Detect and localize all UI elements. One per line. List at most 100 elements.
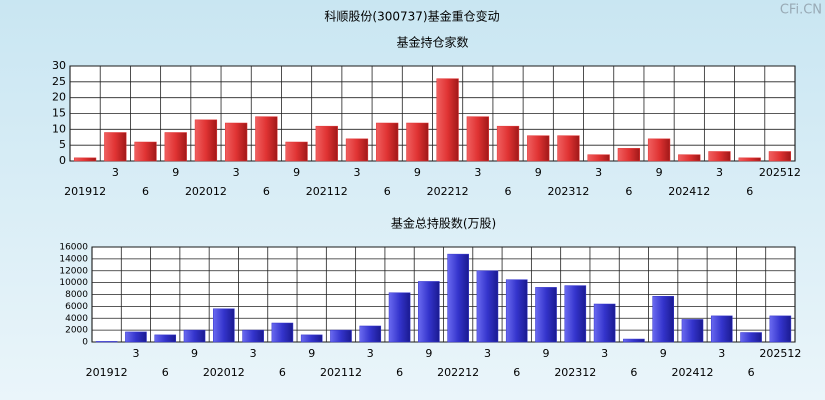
y-tick-label: 0 (59, 154, 66, 167)
bar (617, 148, 640, 162)
y-tick-label: 30 (52, 59, 66, 72)
x-tick-label: 3 (112, 166, 119, 179)
bar (104, 132, 127, 162)
x-tick-label: 202012 (203, 366, 245, 379)
bar (476, 270, 499, 343)
y-tick-label: 8000 (65, 290, 88, 300)
bar (225, 122, 248, 162)
bar (535, 287, 557, 343)
x-tick-label: 6 (263, 185, 270, 198)
bar (708, 151, 731, 162)
bar (300, 334, 323, 343)
x-tick-label: 6 (279, 366, 286, 379)
bar (564, 285, 587, 343)
x-tick-label: 202312 (547, 185, 589, 198)
x-tick-label: 9 (535, 166, 542, 179)
page-title: 科顺股份(300737)基金重仓变动 (324, 9, 499, 24)
bar (768, 151, 792, 162)
bar (164, 132, 187, 162)
bar (345, 138, 369, 162)
bar (194, 119, 218, 162)
x-tick-label: 6 (746, 185, 753, 198)
x-tick-label: 201912 (64, 185, 106, 198)
x-tick-label: 9 (308, 347, 315, 360)
y-tick-label: 16000 (59, 243, 88, 253)
x-tick-label: 3 (601, 347, 608, 360)
y-tick-label: 25 (52, 75, 66, 88)
bar (376, 122, 399, 162)
x-tick-label: 3 (132, 347, 139, 360)
x-tick-label: 9 (191, 347, 198, 360)
x-tick-label: 9 (543, 347, 550, 360)
bar (125, 331, 147, 343)
x-tick-label: 3 (250, 347, 257, 360)
bar (623, 338, 645, 343)
chart-title: 基金总持股数(万股) (391, 216, 496, 231)
x-tick-label: 201912 (86, 366, 128, 379)
y-tick-label: 6000 (65, 302, 88, 312)
bar (769, 315, 792, 343)
bar (183, 329, 206, 343)
x-tick-label: 9 (425, 347, 432, 360)
x-tick-label: 3 (233, 166, 240, 179)
watermark: CFi.CN (780, 3, 822, 18)
x-tick-label: 9 (414, 166, 421, 179)
x-tick-label: 202212 (437, 366, 479, 379)
x-tick-label: 3 (484, 347, 491, 360)
bar (73, 157, 97, 162)
bar (406, 122, 429, 162)
bar (315, 125, 338, 162)
bar (359, 325, 382, 343)
y-tick-label: 5 (59, 138, 66, 151)
x-tick-label: 6 (625, 185, 632, 198)
x-tick-label: 202312 (554, 366, 596, 379)
bar (255, 116, 278, 162)
bar (710, 315, 733, 343)
x-tick-label: 9 (293, 166, 300, 179)
bar (652, 296, 674, 343)
x-tick-label: 3 (474, 166, 481, 179)
x-tick-label: 6 (630, 366, 637, 379)
bar (587, 154, 610, 162)
bar (242, 329, 264, 343)
y-tick-label: 4000 (65, 314, 88, 324)
bar (134, 141, 157, 162)
x-tick-label: 202412 (668, 185, 710, 198)
bar (447, 253, 469, 343)
x-tick-label: 9 (660, 347, 667, 360)
bar (557, 135, 580, 162)
x-tick-label: 9 (656, 166, 663, 179)
bar (418, 281, 440, 343)
y-tick-label: 2000 (65, 326, 88, 336)
bar (593, 303, 616, 343)
x-tick-label: 3 (716, 166, 723, 179)
x-tick-label: 6 (505, 185, 512, 198)
x-tick-label: 202412 (671, 366, 713, 379)
bar (95, 341, 118, 343)
bar (738, 157, 761, 162)
bar (466, 116, 489, 162)
bar (271, 322, 294, 343)
x-tick-label: 6 (748, 366, 755, 379)
bar (213, 308, 235, 343)
x-tick-label: 202012 (185, 185, 227, 198)
y-tick-label: 10 (52, 122, 66, 135)
x-tick-label: 3 (595, 166, 602, 179)
x-tick-label: 6 (396, 366, 403, 379)
y-tick-label: 20 (52, 91, 66, 104)
x-tick-label: 3 (718, 347, 725, 360)
x-tick-label: 6 (142, 185, 149, 198)
x-tick-label: 202112 (306, 185, 348, 198)
y-tick-label: 10000 (59, 278, 88, 288)
x-tick-label: 6 (384, 185, 391, 198)
x-tick-label: 202112 (320, 366, 362, 379)
y-tick-label: 14000 (59, 254, 88, 264)
bar (436, 78, 459, 162)
bar (388, 292, 411, 343)
x-tick-label: 3 (367, 347, 374, 360)
bar (496, 125, 520, 162)
chart-title: 基金持仓家数 (396, 35, 468, 50)
bar (681, 319, 704, 343)
x-tick-label: 6 (513, 366, 520, 379)
x-tick-label: 6 (162, 366, 169, 379)
